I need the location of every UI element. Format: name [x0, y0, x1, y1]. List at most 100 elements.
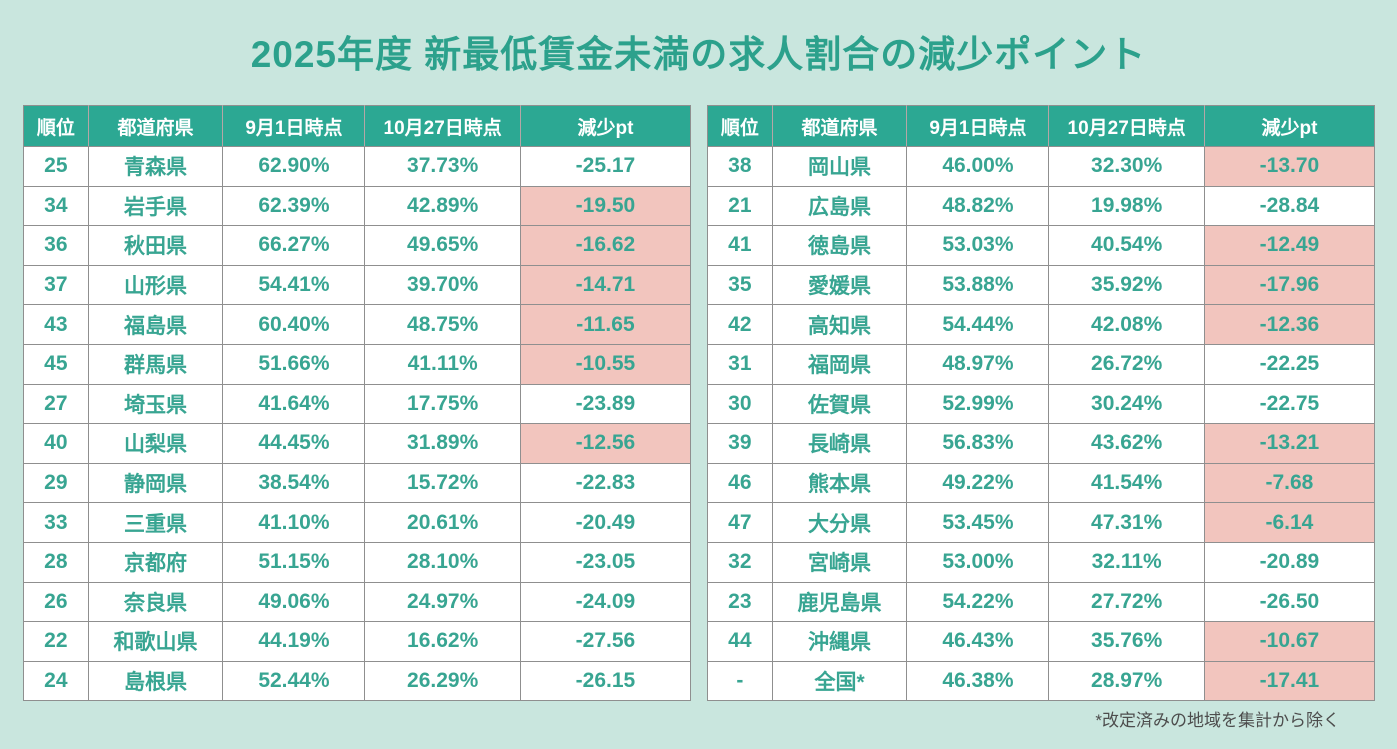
cell-decline_pt: -28.84: [1203, 185, 1376, 227]
cell-decline_pt: -14.71: [519, 264, 692, 306]
cell-sep1: 48.97%: [906, 343, 1050, 385]
column-header-sep1: 9月1日時点: [906, 105, 1050, 147]
cell-decline_pt: -27.56: [519, 621, 692, 662]
cell-rank: 34: [23, 185, 89, 227]
column-header-decline_pt: 減少pt: [1203, 105, 1376, 147]
cell-oct27: 37.73%: [364, 146, 521, 187]
cell-decline_pt: -23.89: [519, 383, 692, 425]
cell-rank: 31: [707, 343, 773, 385]
prefecture-table-left: 順位 都道府県 9月1日時点 10月27日時点 減少pt 25 青森県 62.90% 37.7…: [23, 105, 692, 702]
cell-rank: 32: [707, 541, 773, 583]
cell-decline_pt: -17.41: [1203, 660, 1376, 702]
cell-prefecture: 青森県: [87, 146, 224, 187]
cell-oct27: 26.72%: [1048, 343, 1205, 385]
cell-sep1: 44.45%: [222, 423, 366, 464]
cell-sep1: 56.83%: [906, 423, 1050, 464]
cell-sep1: 52.44%: [222, 660, 366, 702]
cell-oct27: 42.08%: [1048, 304, 1205, 345]
cell-rank: 26: [23, 581, 89, 623]
column-header-prefecture: 都道府県: [771, 105, 908, 147]
cell-sep1: 53.03%: [906, 225, 1050, 266]
cell-decline_pt: -24.09: [519, 581, 692, 623]
cell-prefecture: 鹿児島県: [771, 581, 908, 623]
table-row: 21 広島県 48.82% 19.98% -28.84: [707, 185, 1376, 227]
cell-rank: 45: [23, 343, 89, 385]
table-row: 42 高知県 54.44% 42.08% -12.36: [707, 304, 1376, 345]
footnote: *改定済みの地域を集計から除く: [1095, 711, 1340, 730]
cell-rank: 44: [707, 621, 773, 662]
table-row: 29 静岡県 38.54% 15.72% -22.83: [23, 462, 692, 504]
cell-prefecture: 福島県: [87, 304, 224, 345]
table-row: 39 長崎県 56.83% 43.62% -13.21: [707, 423, 1376, 464]
cell-sep1: 53.45%: [906, 502, 1050, 543]
cell-rank: 42: [707, 304, 773, 345]
cell-rank: 36: [23, 225, 89, 266]
cell-prefecture: 長崎県: [771, 423, 908, 464]
cell-oct27: 42.89%: [364, 185, 521, 227]
cell-rank: 23: [707, 581, 773, 623]
cell-sep1: 49.22%: [906, 462, 1050, 504]
cell-rank: 21: [707, 185, 773, 227]
cell-oct27: 30.24%: [1048, 383, 1205, 425]
cell-oct27: 43.62%: [1048, 423, 1205, 464]
cell-decline_pt: -12.49: [1203, 225, 1376, 266]
cell-decline_pt: -13.70: [1203, 146, 1376, 187]
table-row: 40 山梨県 44.45% 31.89% -12.56: [23, 423, 692, 464]
cell-oct27: 40.54%: [1048, 225, 1205, 266]
cell-rank: 29: [23, 462, 89, 504]
cell-decline_pt: -17.96: [1203, 264, 1376, 306]
cell-oct27: 48.75%: [364, 304, 521, 345]
cell-prefecture: 広島県: [771, 185, 908, 227]
cell-oct27: 35.76%: [1048, 621, 1205, 662]
cell-sep1: 44.19%: [222, 621, 366, 662]
cell-prefecture: 岩手県: [87, 185, 224, 227]
table-row: 23 鹿児島県 54.22% 27.72% -26.50: [707, 581, 1376, 623]
table-row: 35 愛媛県 53.88% 35.92% -17.96: [707, 264, 1376, 306]
cell-sep1: 51.66%: [222, 343, 366, 385]
cell-rank: 22: [23, 621, 89, 662]
cell-sep1: 41.10%: [222, 502, 366, 543]
cell-sep1: 46.00%: [906, 146, 1050, 187]
cell-sep1: 62.39%: [222, 185, 366, 227]
table-row: 27 埼玉県 41.64% 17.75% -23.89: [23, 383, 692, 425]
table-row: 37 山形県 54.41% 39.70% -14.71: [23, 264, 692, 306]
tables-container: 順位 都道府県 9月1日時点 10月27日時点 減少pt 25 青森県 62.90% 37.7…: [23, 105, 1376, 702]
table-row: 47 大分県 53.45% 47.31% -6.14: [707, 502, 1376, 543]
cell-rank: 39: [707, 423, 773, 464]
cell-oct27: 17.75%: [364, 383, 521, 425]
cell-oct27: 19.98%: [1048, 185, 1205, 227]
header-row: 順位 都道府県 9月1日時点 10月27日時点 減少pt: [707, 105, 1376, 147]
cell-decline_pt: -19.50: [519, 185, 692, 227]
cell-rank: 35: [707, 264, 773, 306]
cell-sep1: 46.43%: [906, 621, 1050, 662]
cell-rank: 43: [23, 304, 89, 345]
table-row: 45 群馬県 51.66% 41.11% -10.55: [23, 343, 692, 385]
cell-prefecture: 徳島県: [771, 225, 908, 266]
page-title: 2025年度 新最低賃金未満の求人割合の減少ポイント: [250, 34, 1147, 75]
cell-prefecture: 愛媛県: [771, 264, 908, 306]
cell-rank: 40: [23, 423, 89, 464]
cell-oct27: 26.29%: [364, 660, 521, 702]
cell-prefecture: 高知県: [771, 304, 908, 345]
cell-sep1: 51.15%: [222, 541, 366, 583]
cell-sep1: 49.06%: [222, 581, 366, 623]
table-row: 43 福島県 60.40% 48.75% -11.65: [23, 304, 692, 345]
cell-prefecture: 静岡県: [87, 462, 224, 504]
cell-oct27: 32.11%: [1048, 541, 1205, 583]
table-row: 41 徳島県 53.03% 40.54% -12.49: [707, 225, 1376, 266]
cell-sep1: 52.99%: [906, 383, 1050, 425]
cell-prefecture: 佐賀県: [771, 383, 908, 425]
cell-decline_pt: -12.56: [519, 423, 692, 464]
cell-rank: 24: [23, 660, 89, 702]
cell-rank: 33: [23, 502, 89, 543]
cell-prefecture: 全国*: [771, 660, 908, 702]
cell-decline_pt: -25.17: [519, 146, 692, 187]
cell-sep1: 62.90%: [222, 146, 366, 187]
table-row: 28 京都府 51.15% 28.10% -23.05: [23, 541, 692, 583]
cell-rank: 37: [23, 264, 89, 306]
column-header-oct27: 10月27日時点: [1048, 105, 1205, 147]
cell-decline_pt: -20.89: [1203, 541, 1376, 583]
table-row: - 全国* 46.38% 28.97% -17.41: [707, 660, 1376, 702]
cell-prefecture: 宮崎県: [771, 541, 908, 583]
